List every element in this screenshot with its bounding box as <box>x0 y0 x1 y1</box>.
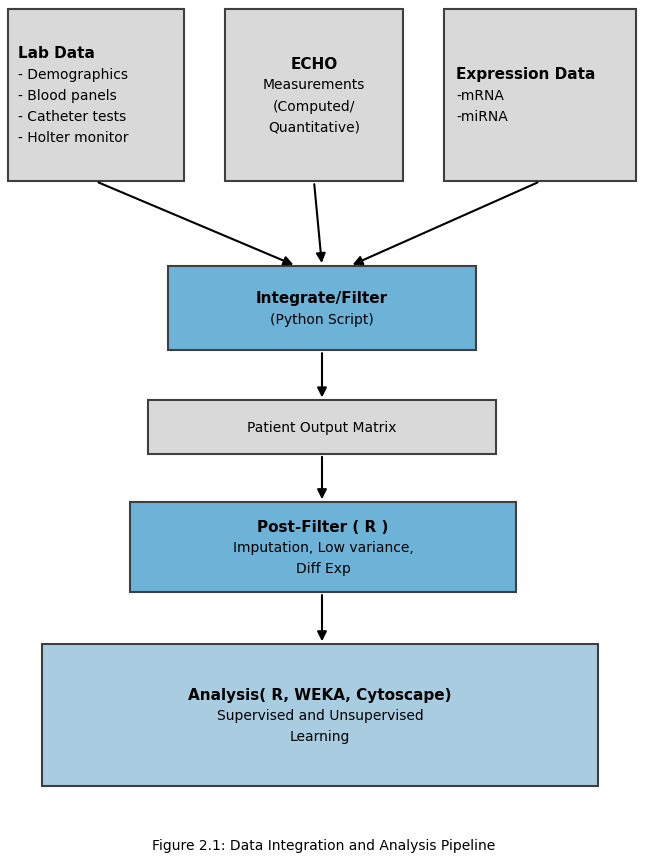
Text: Measurements: Measurements <box>263 78 365 92</box>
Text: Patient Output Matrix: Patient Output Matrix <box>248 421 397 435</box>
Text: Figure 2.1: Data Integration and Analysis Pipeline: Figure 2.1: Data Integration and Analysi… <box>152 839 496 852</box>
Text: (Computed/: (Computed/ <box>273 99 355 114</box>
Bar <box>148 401 496 455</box>
Bar <box>444 9 636 183</box>
Text: - Holter monitor: - Holter monitor <box>18 131 128 145</box>
Text: - Blood panels: - Blood panels <box>18 89 117 102</box>
Text: - Demographics: - Demographics <box>18 68 128 82</box>
Text: Post-Filter ( R ): Post-Filter ( R ) <box>257 519 389 534</box>
Text: -miRNA: -miRNA <box>456 110 508 124</box>
Text: ECHO: ECHO <box>290 57 338 71</box>
Text: (Python Script): (Python Script) <box>270 313 374 326</box>
Text: Quantitative): Quantitative) <box>268 121 360 134</box>
Bar <box>42 644 598 786</box>
Bar <box>225 9 403 183</box>
Text: Supervised and Unsupervised: Supervised and Unsupervised <box>216 709 423 722</box>
Bar <box>8 9 184 183</box>
Bar <box>130 503 516 592</box>
Text: Analysis( R, WEKA, Cytoscape): Analysis( R, WEKA, Cytoscape) <box>189 687 452 702</box>
Text: Expression Data: Expression Data <box>456 67 596 83</box>
Text: Learning: Learning <box>290 729 350 743</box>
Text: Integrate/Filter: Integrate/Filter <box>256 291 388 306</box>
Text: Diff Exp: Diff Exp <box>295 561 351 576</box>
Text: Imputation, Low variance,: Imputation, Low variance, <box>233 541 413 554</box>
Bar <box>168 267 476 351</box>
Text: -mRNA: -mRNA <box>456 89 504 102</box>
Text: - Catheter tests: - Catheter tests <box>18 110 126 124</box>
Text: Lab Data: Lab Data <box>18 46 95 61</box>
